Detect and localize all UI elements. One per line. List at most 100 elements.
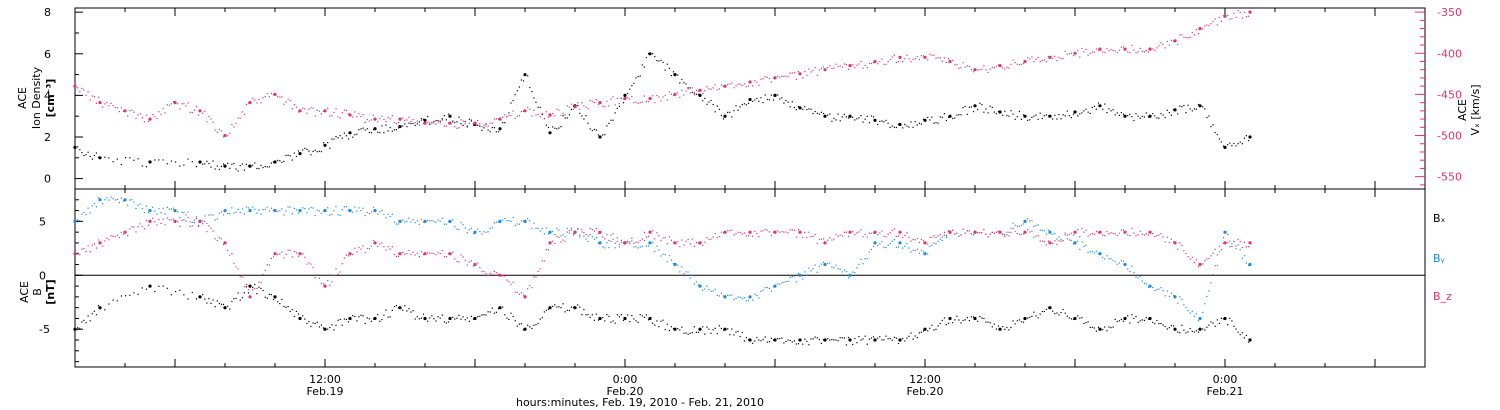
bz-sample	[645, 236, 647, 238]
bx-sample	[1195, 330, 1197, 332]
bx-sample	[972, 316, 975, 318]
vx-sample	[108, 105, 110, 107]
by-sample	[635, 246, 637, 248]
ion-density-sample	[718, 108, 720, 110]
ion-density-sample	[318, 150, 320, 152]
vx-point	[673, 92, 677, 96]
bz-sample	[179, 225, 181, 227]
bx-sample	[887, 338, 889, 340]
by-sample	[1052, 233, 1054, 235]
by-point	[548, 230, 552, 234]
bx-sample	[1122, 320, 1125, 322]
bx-sample	[783, 342, 785, 344]
by-sample	[860, 258, 862, 260]
vx-sample	[818, 69, 820, 71]
bx-sample	[508, 318, 510, 320]
by-sample	[402, 219, 404, 221]
bx-sample	[712, 329, 714, 331]
bx-sample	[845, 344, 847, 346]
ion-density-sample	[556, 128, 558, 130]
bz-sample	[837, 235, 839, 237]
ion-density-sample	[787, 101, 789, 103]
bx-sample	[458, 314, 460, 316]
vx-sample	[1064, 50, 1066, 52]
by-sample	[1187, 310, 1189, 312]
bz-sample	[533, 276, 535, 278]
bx-sample	[460, 318, 462, 320]
bz-sample	[1206, 258, 1208, 260]
bz-sample	[856, 232, 858, 234]
bz-sample	[464, 259, 466, 262]
bz-sample	[781, 231, 783, 233]
bx-sample	[1133, 317, 1135, 320]
vx-sample	[539, 116, 541, 118]
by-sample	[337, 214, 339, 216]
bx-sample	[820, 342, 822, 344]
ion-density-sample	[1156, 117, 1158, 119]
bz-sample	[895, 235, 897, 238]
by-sample	[781, 282, 783, 284]
by-sample	[714, 288, 716, 290]
by-sample	[722, 295, 725, 297]
by-sample	[397, 223, 400, 225]
by-sample	[383, 213, 385, 216]
bx-sample	[562, 303, 564, 305]
by-sample	[1181, 298, 1183, 300]
vx-point	[823, 68, 827, 72]
by-sample	[789, 276, 791, 278]
ion-density-sample	[860, 115, 862, 117]
ion-density-sample	[606, 125, 608, 127]
bz-sample	[1093, 233, 1095, 235]
by-sample	[837, 268, 839, 270]
ion-density-sample	[662, 61, 664, 63]
ion-density-sample	[1020, 118, 1022, 120]
bx-sample	[541, 317, 543, 319]
bz-sample	[839, 234, 841, 236]
ion-density-sample	[1091, 106, 1093, 109]
ion-density-sample	[862, 121, 864, 123]
bx-sample	[389, 316, 391, 318]
bx-sample	[585, 314, 587, 316]
bx-sample	[370, 320, 372, 322]
bx-sample	[695, 331, 697, 333]
vx-sample	[308, 108, 310, 110]
vx-sample	[291, 108, 293, 110]
by-sample	[489, 227, 491, 229]
vx-sample	[193, 109, 195, 111]
bz-sample	[506, 279, 508, 281]
ion-density-sample	[1077, 115, 1079, 117]
bz-sample	[283, 257, 285, 259]
bx-sample	[964, 319, 966, 321]
bz-sample	[697, 242, 700, 245]
bz-sample	[1112, 232, 1114, 234]
ion-density-sample	[562, 115, 564, 117]
ion-density-sample	[120, 164, 122, 166]
by-sample	[427, 219, 429, 222]
vx-sample	[845, 63, 847, 66]
by-sample	[1239, 249, 1241, 251]
by-sample	[733, 299, 735, 301]
density-tick-label: 8	[44, 6, 51, 19]
vx-sample	[960, 67, 962, 69]
vx-sample	[702, 92, 704, 94]
by-sample	[1154, 289, 1156, 292]
ion-density-point	[423, 118, 427, 122]
bx-sample	[643, 316, 645, 318]
by-sample	[610, 240, 612, 242]
ion-density-sample	[839, 120, 841, 122]
ion-density-sample	[285, 154, 287, 157]
bx-sample	[812, 338, 814, 340]
vx-point	[348, 113, 352, 117]
bx-sample	[981, 317, 983, 319]
vx-sample	[812, 70, 814, 72]
vx-sample	[512, 110, 514, 112]
bx-sample	[670, 326, 672, 328]
bz-sample	[941, 236, 943, 238]
ion-density-sample	[1162, 114, 1164, 116]
ion-density-point	[448, 114, 452, 118]
vx-sample	[1191, 32, 1193, 34]
bx-sample	[635, 320, 637, 322]
ion-density-sample	[560, 126, 562, 128]
by-point	[1148, 284, 1152, 288]
bx-sample	[708, 328, 710, 330]
